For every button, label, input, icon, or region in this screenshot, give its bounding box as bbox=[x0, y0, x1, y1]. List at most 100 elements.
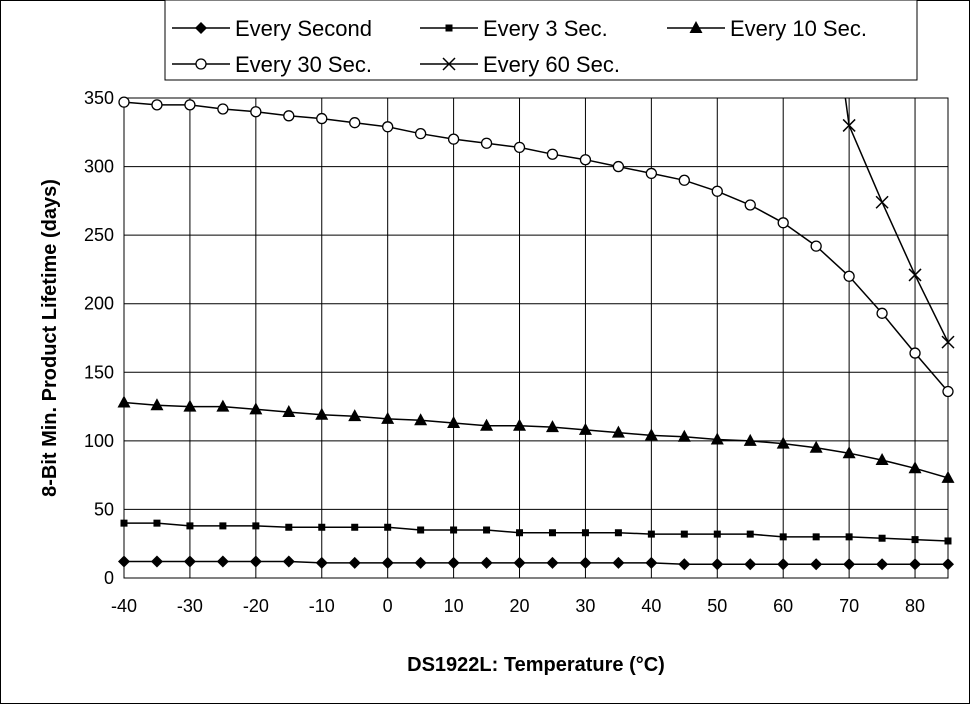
triangle-marker bbox=[282, 405, 296, 418]
x-tick-label: 20 bbox=[510, 596, 530, 616]
circle-marker bbox=[513, 141, 526, 154]
circle-marker bbox=[195, 58, 207, 70]
x-marker bbox=[442, 57, 456, 71]
x-marker-stroke bbox=[908, 268, 922, 282]
square-marker bbox=[285, 523, 293, 531]
triangle-marker bbox=[644, 428, 658, 441]
circle-marker bbox=[711, 185, 723, 197]
square-marker bbox=[878, 534, 886, 542]
x-marker-stroke bbox=[941, 335, 955, 349]
diamond-marker bbox=[810, 558, 823, 571]
circle-marker bbox=[909, 347, 921, 359]
triangle-marker bbox=[689, 21, 703, 33]
circle-marker bbox=[151, 99, 163, 111]
diamond-marker bbox=[942, 558, 954, 571]
series-line bbox=[124, 560, 948, 566]
circle-marker bbox=[546, 148, 559, 160]
triangle-marker bbox=[941, 470, 955, 483]
y-tick-label: 300 bbox=[84, 157, 114, 177]
triangle-marker bbox=[216, 399, 230, 412]
circle-marker bbox=[118, 96, 130, 108]
legend-item: Every Second bbox=[172, 16, 372, 41]
x-tick-labels: -40 -30 -20 -10 0 10 20 30 40 50 60 70 80 bbox=[111, 596, 925, 616]
square-marker bbox=[516, 529, 524, 537]
triangle-marker bbox=[249, 402, 263, 415]
circle-marker bbox=[283, 110, 295, 122]
x-marker bbox=[908, 268, 922, 282]
x-axis-title: DS1922L: Temperature (°C) bbox=[407, 654, 665, 676]
triangle-marker bbox=[545, 420, 559, 433]
square-marker bbox=[351, 523, 359, 531]
triangle-marker bbox=[677, 429, 691, 442]
square-marker bbox=[680, 530, 688, 538]
square-marker bbox=[911, 536, 919, 544]
square-marker bbox=[186, 522, 194, 530]
diamond-marker bbox=[513, 556, 526, 569]
series-lines bbox=[124, 98, 948, 566]
series-markers bbox=[117, 96, 955, 571]
legend: Every Second Every 3 Sec. Every 10 Sec. Eve… bbox=[164, 0, 918, 81]
legend-item: Every 3 Sec. bbox=[420, 16, 608, 41]
x-tick-label: 80 bbox=[905, 596, 925, 616]
triangle-marker bbox=[381, 411, 395, 424]
circle-marker bbox=[810, 240, 822, 252]
series-line bbox=[124, 522, 948, 542]
triangle-marker bbox=[578, 422, 592, 435]
diamond-marker bbox=[118, 555, 130, 568]
y-tick-label: 200 bbox=[84, 294, 114, 314]
diamond-marker bbox=[480, 556, 493, 569]
square-marker bbox=[384, 523, 392, 531]
y-tick-label: 0 bbox=[104, 568, 114, 588]
y-tick-label: 50 bbox=[94, 499, 114, 519]
circle-marker bbox=[480, 137, 493, 149]
triangle-marker bbox=[513, 418, 527, 431]
circle-marker bbox=[414, 128, 427, 140]
diamond-marker bbox=[282, 555, 295, 568]
legend-label: Every 3 Sec. bbox=[483, 16, 608, 41]
square-marker bbox=[219, 522, 227, 530]
x-tick-label: 70 bbox=[839, 596, 859, 616]
diamond-marker bbox=[711, 558, 724, 571]
x-tick-label: 0 bbox=[383, 596, 393, 616]
diamond-marker bbox=[546, 556, 559, 569]
diamond-marker bbox=[183, 555, 196, 568]
triangle-marker bbox=[842, 446, 856, 459]
circle-marker bbox=[942, 385, 954, 398]
square-marker bbox=[647, 530, 655, 538]
square-marker bbox=[548, 529, 556, 537]
triangle-marker bbox=[183, 399, 197, 412]
diamond-marker bbox=[909, 558, 922, 571]
diamond-marker bbox=[249, 555, 262, 568]
series-line bbox=[124, 401, 948, 479]
series-line bbox=[844, 98, 948, 343]
diamond-marker bbox=[843, 558, 856, 571]
square-marker bbox=[252, 522, 260, 530]
square-marker bbox=[779, 533, 787, 541]
x-tick-label: -10 bbox=[309, 596, 335, 616]
legend-label: Every 30 Sec. bbox=[235, 52, 372, 77]
circle-marker bbox=[184, 99, 196, 111]
diamond-marker bbox=[744, 558, 757, 571]
legend-item: Every 30 Sec. bbox=[172, 52, 372, 77]
circle-marker bbox=[645, 167, 658, 180]
diamond-marker bbox=[315, 556, 328, 569]
triangle-marker bbox=[875, 453, 889, 466]
legend-item: Every 60 Sec. bbox=[420, 52, 620, 77]
x-marker-stroke bbox=[442, 57, 456, 71]
diamond-marker bbox=[678, 558, 691, 571]
circle-marker bbox=[217, 103, 229, 115]
x-tick-label: -30 bbox=[177, 596, 203, 616]
x-marker-stroke bbox=[842, 118, 856, 132]
legend-box bbox=[164, 0, 918, 81]
legend-item: Every 10 Sec. bbox=[667, 16, 867, 41]
diamond-marker bbox=[777, 558, 790, 571]
diamond-marker bbox=[447, 556, 460, 569]
square-marker bbox=[614, 529, 622, 537]
x-marker-stroke bbox=[875, 195, 889, 209]
triangle-marker bbox=[776, 436, 790, 449]
circle-marker bbox=[349, 117, 361, 129]
square-marker bbox=[120, 519, 128, 527]
square-marker bbox=[713, 530, 721, 538]
square-marker bbox=[153, 519, 161, 527]
